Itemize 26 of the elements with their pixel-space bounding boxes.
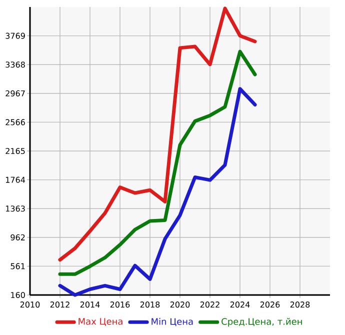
y-tick-label: 2967 [6,90,25,96]
y-tick-label: 1363 [6,206,25,212]
line-series [58,87,257,297]
legend-label: Сред.Цена, т.йен [222,318,302,327]
legend-label: Max Цена [78,318,122,326]
legend-label: Min Цена [152,318,193,326]
x-tick-label: 2028 [290,302,310,308]
x-tick-label: 2010 [20,302,40,308]
x-tick-label: 2022 [200,302,220,308]
x-tick-label: 2014 [80,302,100,308]
x-tick-label: 2024 [230,302,250,308]
y-tick-label: 2165 [6,148,25,154]
y-tick-label: 3769 [6,32,25,39]
line-series [58,50,257,276]
x-tick-label: 2020 [170,302,190,308]
y-tick-label: 160 [11,292,25,298]
y-tick-label: 561 [10,263,25,270]
y-tick-label: 962 [10,234,25,240]
line-series [58,6,257,262]
y-tick-label: 2566 [6,119,25,126]
x-tick-label: 2018 [140,302,160,308]
y-tick-label: 1764 [6,176,26,183]
x-tick-label: 2012 [50,302,70,308]
x-tick-label: 2026 [260,302,280,308]
x-tick-label: 2016 [110,302,130,308]
y-tick-label: 3368 [6,62,25,68]
